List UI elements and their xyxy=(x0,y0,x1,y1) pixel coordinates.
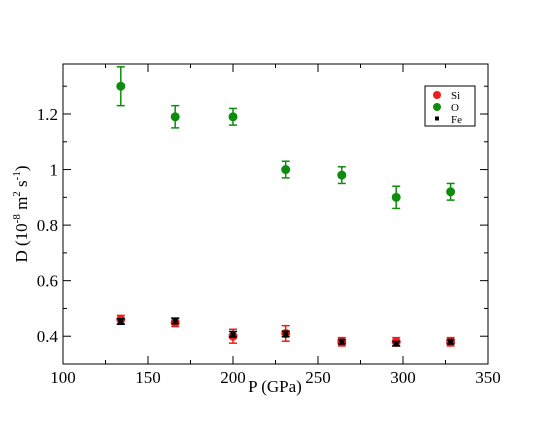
x-tick-label: 200 xyxy=(220,368,246,387)
point-o xyxy=(446,187,456,197)
legend-box xyxy=(424,85,476,127)
x-tick-label: 250 xyxy=(305,368,331,387)
point-fe xyxy=(230,331,236,337)
point-o xyxy=(116,81,126,91)
point-o xyxy=(391,192,401,202)
data-marks xyxy=(116,66,456,347)
point-fe xyxy=(172,318,178,324)
point-o xyxy=(228,112,238,122)
legend: Si O Fe xyxy=(424,85,476,127)
x-tick-label: 300 xyxy=(390,368,416,387)
point-fe xyxy=(283,331,289,337)
axis-ticks xyxy=(62,64,489,364)
x-tick-label: 150 xyxy=(135,368,161,387)
x-axis-label: P (GPa) xyxy=(248,377,302,396)
legend-label-o: O xyxy=(451,102,459,114)
x-tick-label: 350 xyxy=(475,368,501,387)
y-tick-label: 1.2 xyxy=(37,105,58,124)
point-fe xyxy=(448,339,454,345)
y-tick-label: 0.8 xyxy=(37,216,58,235)
point-fe xyxy=(118,319,124,324)
x-tick-label: 100 xyxy=(50,368,76,387)
point-o xyxy=(337,170,347,180)
point-fe xyxy=(393,341,399,347)
legend-marker-si xyxy=(433,91,441,99)
y-tick-label: 0.6 xyxy=(37,272,58,291)
y-axis-label: D (10-8 m2 s-1) xyxy=(11,165,31,262)
legend-label-si: Si xyxy=(451,90,460,102)
legend-marker-fe xyxy=(435,116,439,121)
axis-tick-labels: 100 150 200 250 300 350 0.4 0.6 0.8 1 1.2 xyxy=(37,105,501,387)
y-tick-label: 0.4 xyxy=(37,327,59,346)
legend-label-fe: Fe xyxy=(451,114,462,126)
point-o xyxy=(281,165,291,175)
point-o xyxy=(170,112,180,122)
plot-frame xyxy=(62,63,489,365)
point-fe xyxy=(339,339,345,345)
legend-marker-o xyxy=(433,103,441,111)
y-tick-label: 1 xyxy=(50,161,59,180)
